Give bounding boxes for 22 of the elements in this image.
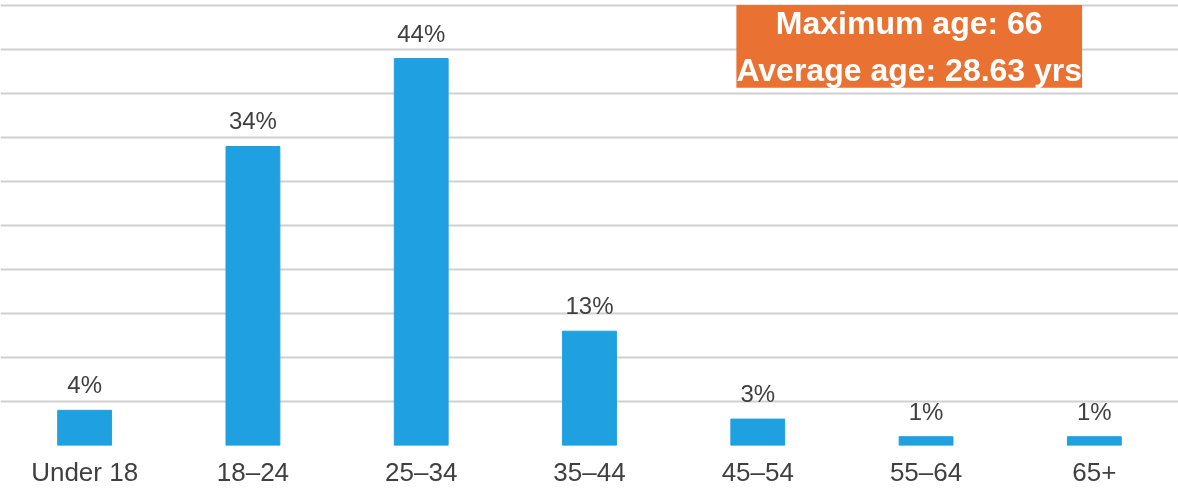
- bar: [898, 436, 954, 446]
- bar: [393, 58, 449, 446]
- x-tick-label: 55–64: [889, 456, 963, 487]
- data-label: 13%: [565, 292, 614, 320]
- x-tick-label: 35–44: [553, 456, 626, 487]
- bar: [57, 409, 113, 446]
- bar: [730, 418, 786, 446]
- x-tick-label: 18–24: [216, 456, 290, 487]
- data-label: 1%: [908, 397, 944, 425]
- data-label: 44%: [397, 19, 446, 47]
- data-label: 4%: [67, 371, 102, 399]
- data-label: 1%: [1077, 397, 1112, 425]
- data-label: 3%: [740, 380, 776, 408]
- x-tick-label: 65+: [1072, 456, 1117, 487]
- bar: [562, 330, 617, 446]
- annotation: Maximum age: 66 Average age: 28.63 yrs: [736, 4, 1083, 88]
- data-label: 34%: [228, 107, 277, 135]
- x-tick-label: 45–54: [721, 456, 794, 487]
- x-tick-label: 25–34: [385, 456, 458, 487]
- bar: [225, 145, 281, 446]
- x-tick-label: Under 18: [31, 456, 139, 487]
- bar: [1066, 436, 1122, 446]
